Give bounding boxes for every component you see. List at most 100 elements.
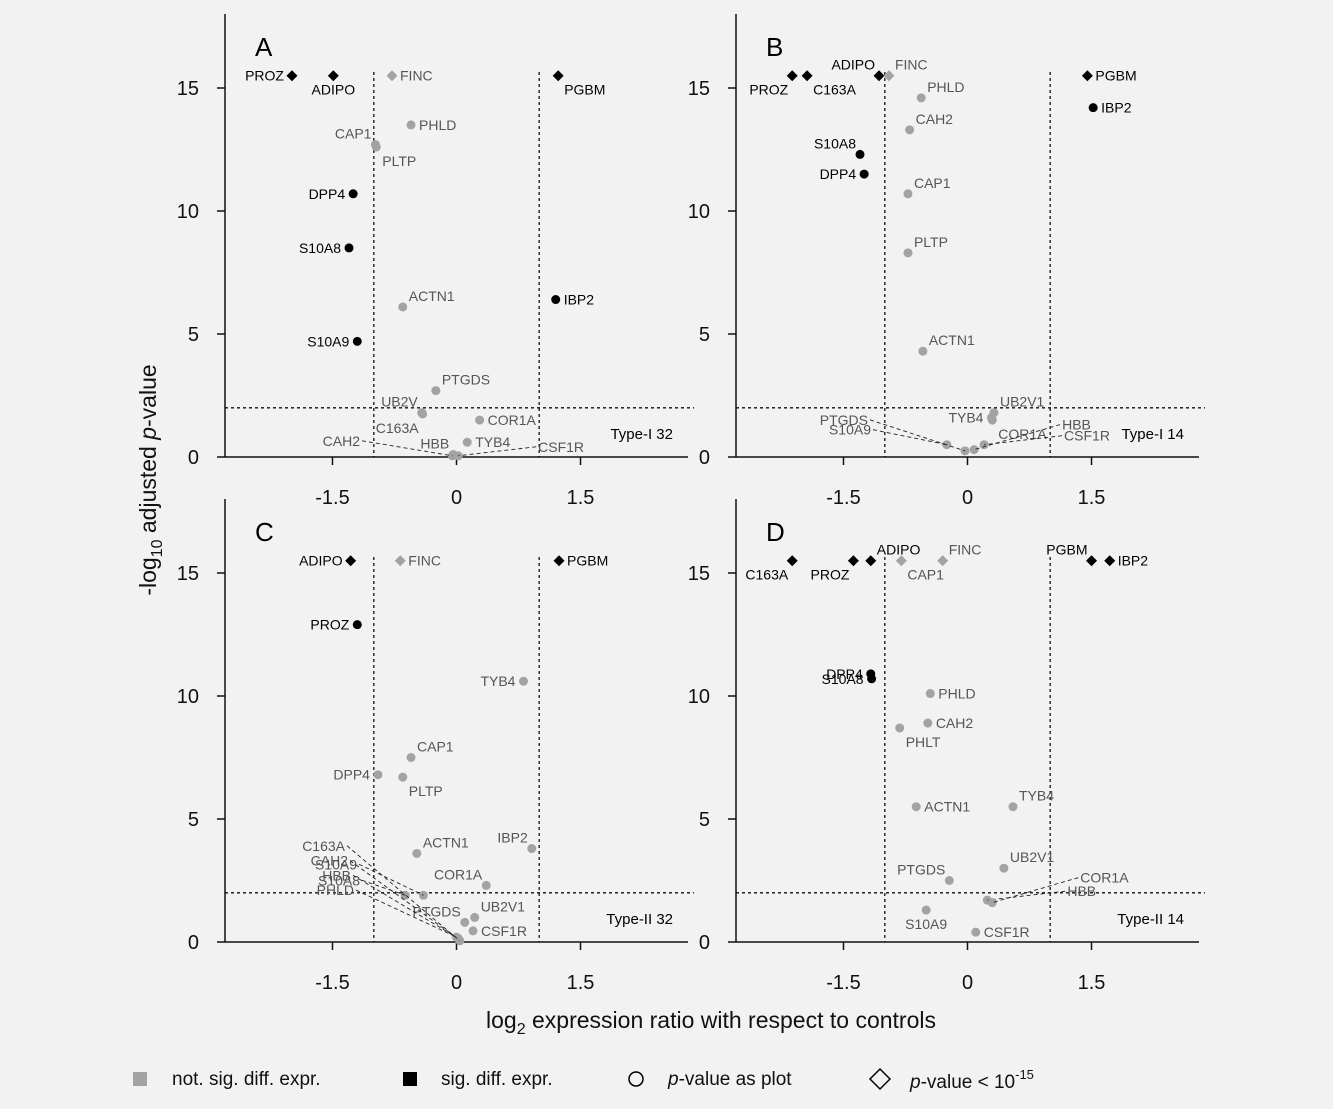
label-leader-line [349, 860, 460, 940]
gene-label-hbb: HBB [322, 867, 351, 883]
gene-label-phld: PHLD [938, 686, 975, 702]
gene-label-csf1r: CSF1R [984, 924, 1030, 940]
point-dpp4 [373, 770, 383, 780]
point-cor1a [475, 415, 485, 425]
point-phld [925, 689, 935, 699]
panel-letter: B [766, 32, 783, 62]
gene-label-cah2: CAH2 [311, 853, 349, 869]
point-tyb4 [462, 437, 472, 447]
x-tick-label: -1.5 [826, 972, 860, 994]
gene-label-c163a: C163A [813, 82, 856, 98]
gene-label-hbb: HBB [420, 436, 449, 452]
gene-label-c163a: C163A [302, 838, 345, 854]
y-tick-label: 5 [699, 809, 710, 831]
point-phld [916, 93, 926, 103]
x-tick-label: 1.5 [567, 972, 595, 994]
cohort-label: Type-II 32 [606, 911, 673, 928]
point-cor1a [481, 880, 491, 890]
x-tick-label: -1.5 [315, 972, 349, 994]
y-tick-label: 15 [177, 78, 199, 100]
gene-label-c163a: C163A [376, 420, 419, 436]
x-tick-label: 0 [962, 972, 973, 994]
gene-label-dpp4: DPP4 [309, 186, 346, 202]
point-s10a8 [855, 149, 865, 159]
gene-label-cah2: CAH2 [936, 715, 974, 731]
gene-label-cap1: CAP1 [907, 567, 944, 583]
gene-label-pltp: PLTP [409, 783, 443, 799]
gene-label-ibp2: IBP2 [497, 830, 528, 846]
point-cap1 [406, 753, 416, 762]
point-proz [786, 70, 798, 82]
panel-d: 0 5 10 15 -1.5 0 1.5 D Type-II 14 C163A PROZ ADIPO C… [688, 499, 1205, 994]
gene-label-actn1: ACTN1 [409, 288, 455, 304]
point-adipo [873, 70, 885, 82]
label-leader-line [992, 877, 1079, 904]
legend-circle-icon [628, 1071, 644, 1087]
gene-label-tyb4: TYB4 [480, 673, 515, 689]
point-cah2 [905, 125, 915, 135]
gene-label-tyb4: TYB4 [1019, 788, 1054, 804]
gene-label-pgbm: PGBM [564, 82, 605, 98]
gene-label-cah2: CAH2 [916, 111, 954, 127]
gene-label-ptgds: PTGDS [442, 372, 490, 388]
legend-sig-label: sig. diff. expr. [441, 1069, 553, 1090]
y-tick-label: 5 [188, 809, 199, 831]
point-c163a [801, 70, 813, 82]
gene-label-tyb4: TYB4 [475, 434, 510, 450]
point-phlt [895, 723, 905, 733]
gene-label-dpp4: DPP4 [820, 166, 857, 182]
point-ibp2 [527, 844, 537, 854]
panel-a: 0 5 10 15 -1.5 0 1.5 A Type-I 32 PROZ ADIPO FINC PGB… [177, 14, 694, 509]
gene-label-tyb4: TYB4 [948, 410, 983, 426]
gene-label-dpp4: DPP4 [333, 767, 370, 783]
gene-label-pgbm: PGBM [1046, 542, 1087, 558]
point-csf1r [468, 926, 478, 936]
y-tick-label: 0 [699, 932, 710, 954]
gene-label-proz: PROZ [749, 82, 788, 98]
point-tyb4 [518, 676, 528, 686]
label-leader-line [458, 446, 537, 457]
point-actn1 [398, 302, 408, 312]
y-tick-label: 15 [177, 563, 199, 585]
x-axis-title: log2 expression ratio with respect to co… [486, 1007, 936, 1038]
y-tick-label: 10 [177, 686, 199, 708]
point-cap1 [895, 555, 907, 567]
cohort-label: Type-I 14 [1121, 426, 1184, 443]
point-ptgds [944, 876, 954, 885]
gene-label-adipo: ADIPO [831, 57, 875, 73]
point-adipo [327, 70, 339, 82]
gene-label-csf1r: CSF1R [1064, 428, 1110, 444]
gene-label-s10a8: S10A8 [318, 872, 360, 888]
gene-label-actn1: ACTN1 [423, 834, 469, 850]
gene-label-ibp2: IBP2 [564, 292, 595, 308]
point-finc [394, 555, 406, 567]
point-csf1r [971, 927, 981, 937]
point-finc [386, 70, 398, 82]
legend-diamond-label: p-value < 10-15 [909, 1067, 1034, 1093]
gene-label-finc: FINC [895, 57, 928, 73]
cohort-label: Type-II 14 [1117, 911, 1184, 928]
legend-notsig-label: not. sig. diff. expr. [172, 1069, 321, 1090]
point-c163a [418, 409, 428, 419]
x-tick-label: 0 [962, 487, 973, 509]
x-tick-label: 1.5 [1078, 487, 1106, 509]
y-tick-label: 15 [688, 563, 710, 585]
point-hbb [969, 445, 979, 455]
gene-label-finc: FINC [408, 553, 441, 569]
point-cap1 [903, 189, 913, 199]
point-adipo [865, 555, 877, 567]
gene-label-ub2v1: UB2V1 [481, 898, 526, 914]
point-adipo [345, 555, 357, 567]
gene-label-finc: FINC [400, 68, 433, 84]
y-tick-label: 15 [688, 78, 710, 100]
x-tick-label: 0 [451, 972, 462, 994]
point-ibp2 [1104, 555, 1116, 567]
gene-label-s10a9: S10A9 [905, 916, 947, 932]
point-cah2 [923, 718, 933, 728]
panel-c: 0 5 10 15 -1.5 0 1.5 C Type-II 32 ADIPO FINC PGBM PR… [177, 499, 694, 994]
gene-label-s10a8: S10A8 [814, 135, 856, 151]
x-tick-label: -1.5 [315, 487, 349, 509]
label-leader-line [358, 863, 424, 896]
gene-label-s10a9: S10A9 [307, 333, 349, 349]
point-dpp4 [348, 189, 358, 199]
